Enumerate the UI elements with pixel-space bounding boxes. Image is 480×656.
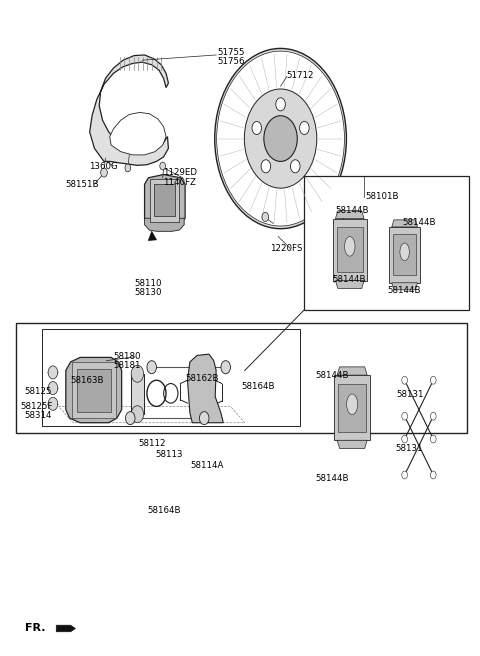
Circle shape <box>431 412 436 420</box>
Circle shape <box>252 121 262 134</box>
Polygon shape <box>144 174 185 226</box>
Circle shape <box>199 411 209 424</box>
Ellipse shape <box>345 237 355 256</box>
Bar <box>77 369 111 411</box>
Polygon shape <box>188 354 223 422</box>
Polygon shape <box>148 232 156 241</box>
Text: 1129ED: 1129ED <box>163 168 197 177</box>
Circle shape <box>48 398 58 410</box>
Text: 58144B: 58144B <box>387 285 420 295</box>
Text: 58131: 58131 <box>396 390 424 399</box>
Bar <box>389 227 420 283</box>
Text: 58144B: 58144B <box>332 275 366 284</box>
Text: 58162B: 58162B <box>185 375 218 384</box>
Circle shape <box>160 162 166 170</box>
Circle shape <box>48 366 58 379</box>
Polygon shape <box>72 362 116 418</box>
Text: 58314: 58314 <box>24 411 52 420</box>
Text: 58180: 58180 <box>114 352 141 361</box>
Text: 58144B: 58144B <box>315 371 349 380</box>
Bar <box>16 323 467 432</box>
Circle shape <box>261 160 271 173</box>
Circle shape <box>131 365 144 382</box>
Polygon shape <box>110 112 166 155</box>
Polygon shape <box>392 283 418 290</box>
Text: 1360G: 1360G <box>89 161 118 171</box>
Circle shape <box>402 435 408 443</box>
Polygon shape <box>336 281 364 289</box>
Ellipse shape <box>347 394 358 415</box>
Polygon shape <box>131 374 144 414</box>
Text: 58112: 58112 <box>139 439 167 448</box>
Text: 58144B: 58144B <box>402 218 436 227</box>
Text: 51756: 51756 <box>217 57 245 66</box>
Polygon shape <box>90 55 168 165</box>
Text: 58114A: 58114A <box>190 461 223 470</box>
Text: 1220FS: 1220FS <box>270 244 302 253</box>
Circle shape <box>244 89 317 188</box>
Bar <box>393 234 417 276</box>
Text: 58113: 58113 <box>155 450 182 459</box>
Polygon shape <box>150 179 179 222</box>
Polygon shape <box>336 211 364 218</box>
Circle shape <box>290 160 300 173</box>
Polygon shape <box>337 367 367 375</box>
Bar <box>338 384 366 432</box>
Text: 58130: 58130 <box>134 288 162 297</box>
Circle shape <box>215 49 347 229</box>
Circle shape <box>262 213 269 222</box>
Circle shape <box>431 471 436 479</box>
Bar <box>333 218 367 281</box>
Circle shape <box>402 412 408 420</box>
Text: 51755: 51755 <box>217 48 245 57</box>
Text: 58125: 58125 <box>24 387 52 396</box>
Bar <box>154 184 175 216</box>
Circle shape <box>402 471 408 479</box>
Text: 58101B: 58101B <box>365 192 398 201</box>
Circle shape <box>431 377 436 384</box>
Circle shape <box>276 98 285 111</box>
Text: 58151B: 58151B <box>66 180 99 189</box>
Text: 58164B: 58164B <box>147 506 180 515</box>
Text: 58181: 58181 <box>114 361 141 370</box>
Circle shape <box>48 382 58 395</box>
Circle shape <box>147 361 156 374</box>
Circle shape <box>221 361 230 374</box>
Text: 58144B: 58144B <box>315 474 349 483</box>
Text: 1140FZ: 1140FZ <box>163 178 195 187</box>
Bar <box>336 227 363 272</box>
Circle shape <box>125 411 135 424</box>
Circle shape <box>402 377 408 384</box>
Circle shape <box>216 51 345 226</box>
Text: FR.: FR. <box>25 623 46 634</box>
Circle shape <box>431 435 436 443</box>
Circle shape <box>125 164 131 172</box>
Circle shape <box>264 115 297 161</box>
Polygon shape <box>392 220 418 227</box>
Ellipse shape <box>400 243 409 260</box>
Polygon shape <box>66 358 121 422</box>
Bar <box>334 375 370 440</box>
Circle shape <box>300 121 309 134</box>
Text: 58131: 58131 <box>395 444 422 453</box>
Text: 58125F: 58125F <box>21 402 53 411</box>
Text: 51712: 51712 <box>286 71 314 79</box>
Polygon shape <box>56 625 75 632</box>
Text: 58163B: 58163B <box>71 376 104 385</box>
Bar <box>304 176 469 310</box>
Polygon shape <box>144 218 184 232</box>
Text: 58164B: 58164B <box>241 382 275 391</box>
Text: 58110: 58110 <box>134 279 162 288</box>
Polygon shape <box>337 440 367 449</box>
Bar <box>42 329 300 426</box>
Circle shape <box>101 168 108 177</box>
Text: 58144B: 58144B <box>336 206 369 215</box>
Circle shape <box>131 405 144 422</box>
